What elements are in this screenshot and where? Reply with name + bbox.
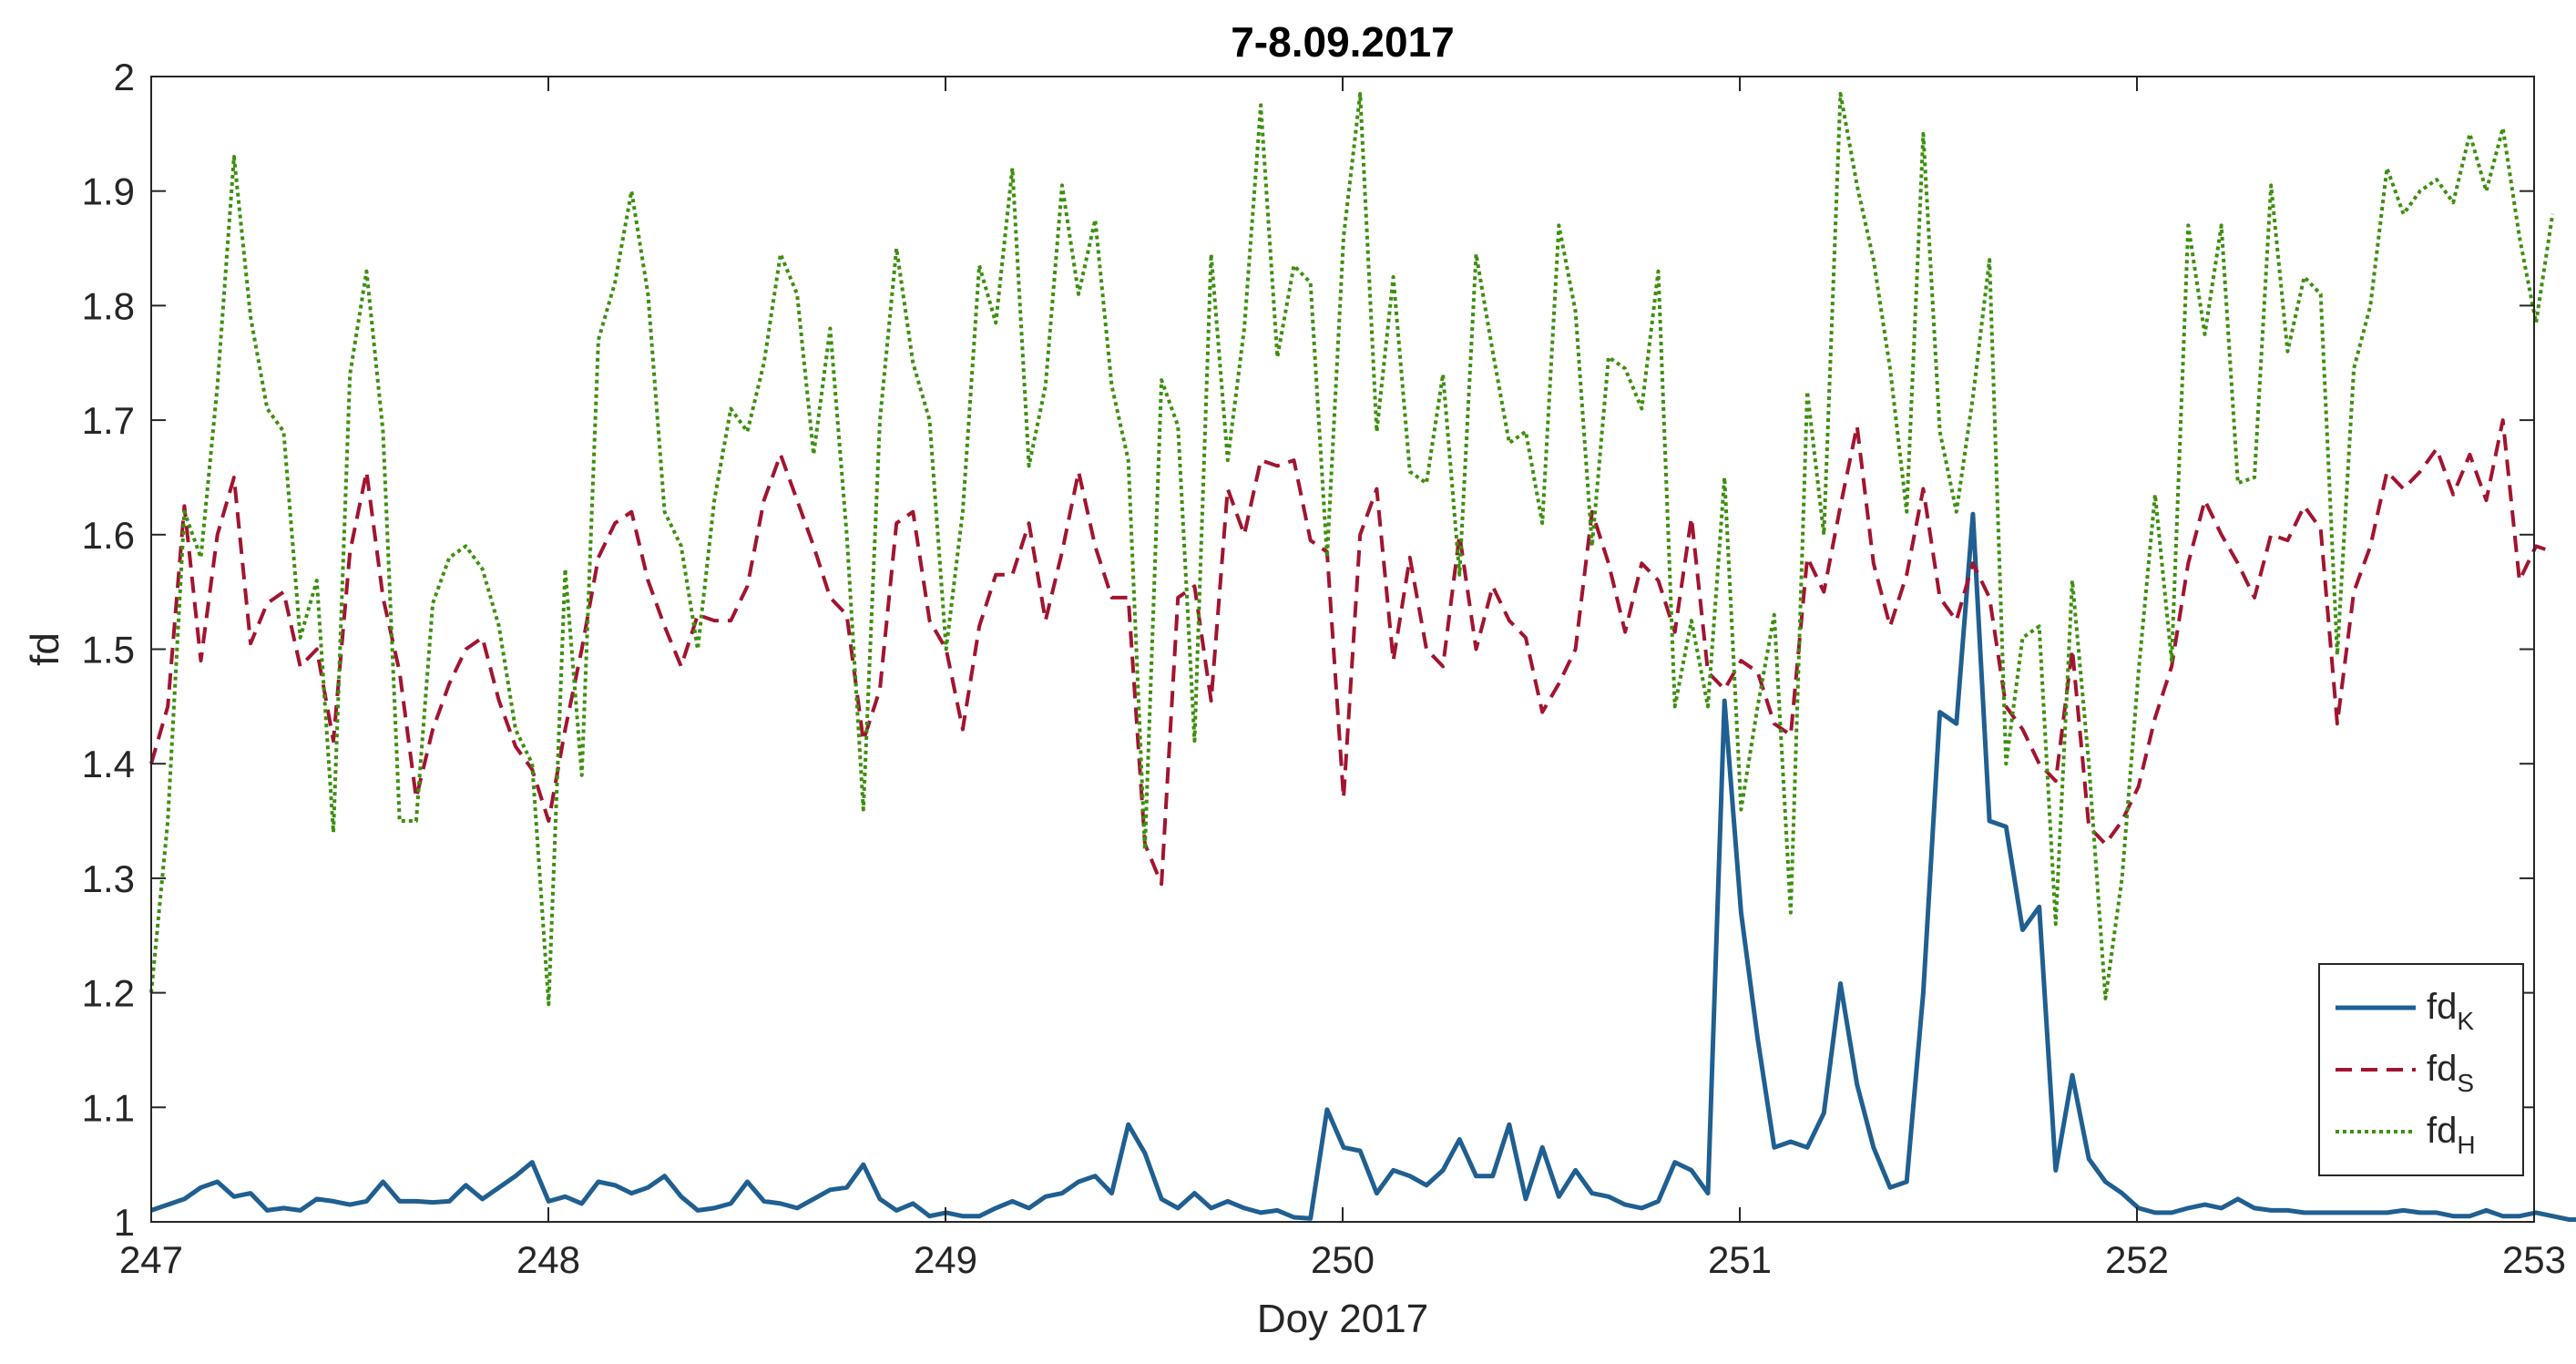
y-tick-label: 1.3 [82, 857, 135, 900]
series-layer [149, 91, 2576, 1222]
y-tick-label: 1.7 [82, 399, 135, 442]
series-line-fdH [149, 91, 2555, 1007]
legend-label-fdH: fdH [2427, 1111, 2476, 1159]
plot-area [151, 77, 2534, 1222]
legend: fdK fdS fdH [2318, 963, 2524, 1176]
series-line-fdS [149, 418, 2553, 887]
x-axis-label: Doy 2017 [1257, 1297, 1428, 1341]
legend-label-fdS: fdS [2427, 1049, 2474, 1097]
x-tick-label: 253 [2502, 1238, 2566, 1281]
y-tick-label: 1.5 [82, 629, 135, 672]
legend-label-fdK: fdK [2427, 987, 2474, 1035]
y-tick-label: 2 [114, 56, 135, 98]
y-tick-label: 1.2 [82, 972, 135, 1015]
x-axis: 247 248 249 250 251 252 253 [119, 77, 2566, 1281]
x-tick-label: 249 [914, 1238, 977, 1281]
legend-entries: fdK fdS fdH [2336, 987, 2476, 1159]
y-axis-label: fd [23, 632, 67, 666]
y-axis: 1 1.1 1.2 1.3 1.4 1.5 1.6 1.7 1.8 1.9 2 [82, 56, 2534, 1244]
y-tick-label: 1.4 [82, 743, 135, 785]
x-tick-label: 251 [1708, 1238, 1772, 1281]
y-tick-label: 1.9 [82, 170, 135, 213]
x-tick-label: 247 [119, 1238, 183, 1281]
legend-box [2318, 963, 2524, 1176]
chart-title: 7-8.09.2017 [1231, 18, 1455, 66]
y-tick-label: 1.8 [82, 284, 135, 327]
series-line-fdK [150, 511, 2576, 1222]
y-tick-label: 1.6 [82, 514, 135, 557]
x-tick-label: 250 [1311, 1238, 1375, 1281]
x-tick-label: 252 [2105, 1238, 2169, 1281]
x-tick-label: 248 [516, 1238, 580, 1281]
y-tick-label: 1 [114, 1201, 135, 1244]
y-tick-label: 1.1 [82, 1086, 135, 1129]
